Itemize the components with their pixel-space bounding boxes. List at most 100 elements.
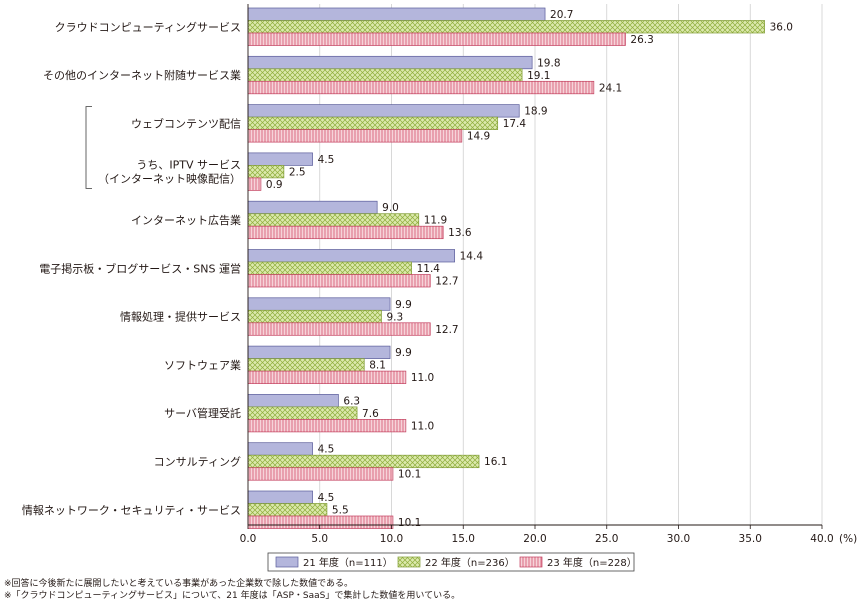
category-label: （インターネット映像配信） bbox=[98, 173, 241, 186]
value-label: 13.6 bbox=[448, 227, 472, 239]
legend-swatch bbox=[397, 556, 421, 568]
value-label: 0.9 bbox=[266, 179, 283, 191]
bar bbox=[247, 68, 523, 82]
bar bbox=[247, 213, 420, 227]
value-label: 18.9 bbox=[524, 106, 547, 118]
value-label: 19.8 bbox=[537, 57, 560, 69]
x-tick-label: 0.0 bbox=[240, 533, 257, 545]
footnote-1: ※回答に今後新たに展開したいと考えている事業があった企業数で除した数値である。 bbox=[4, 579, 354, 589]
bar bbox=[247, 297, 391, 311]
footnote-2: ※「クラウドコンピューティングサービス」について、21 年度は「ASP・SaaS… bbox=[4, 591, 461, 601]
bar bbox=[247, 442, 313, 456]
x-tick-label: 35.0 bbox=[739, 533, 762, 545]
value-label: 11.0 bbox=[411, 372, 434, 384]
bar bbox=[247, 165, 285, 179]
bar bbox=[247, 261, 412, 275]
bar bbox=[247, 7, 546, 21]
value-label: 6.3 bbox=[343, 395, 360, 407]
value-label: 10.1 bbox=[398, 469, 421, 481]
category-label: ソフトウェア業 bbox=[164, 359, 241, 372]
bar bbox=[247, 129, 463, 143]
legend-box bbox=[267, 552, 635, 572]
bar bbox=[247, 322, 431, 336]
category-labels: クラウドコンピューティングサービスその他のインターネット附随サービス業ウェブコン… bbox=[22, 20, 241, 517]
category-label: クラウドコンピューティングサービス bbox=[55, 20, 241, 34]
value-label: 5.5 bbox=[332, 505, 349, 517]
legend-label: 21 年度（n=111） bbox=[303, 556, 393, 569]
bar bbox=[247, 370, 407, 384]
bar bbox=[247, 503, 328, 517]
category-label: サーバ管理受託 bbox=[164, 406, 241, 420]
bar bbox=[247, 225, 444, 240]
legend: 21 年度（n=111） 22 年度（n=236） 23 年度（n=228） bbox=[267, 552, 637, 572]
legend-label: 22 年度（n=236） bbox=[425, 556, 515, 569]
value-label: 9.3 bbox=[386, 311, 403, 323]
value-label: 9.9 bbox=[395, 299, 412, 311]
bar bbox=[247, 20, 765, 34]
bar bbox=[247, 454, 480, 469]
category-label: インターネット広告業 bbox=[131, 214, 241, 227]
category-label: 情報処理・提供サービス bbox=[120, 310, 241, 324]
bars: 20.7 36.0 26.3 19.819.1 24.1 18.917.4 14.9 4.5 2… bbox=[247, 7, 793, 529]
value-label: 14.9 bbox=[467, 131, 490, 143]
footnotes: ※回答に今後新たに展開したいと考えている事業があった企業数で除した数値である。 … bbox=[4, 578, 460, 602]
bar bbox=[247, 345, 391, 359]
bar bbox=[247, 55, 533, 70]
value-label: 9.0 bbox=[382, 202, 399, 214]
x-tick-label: 40.0 bbox=[810, 533, 833, 545]
bar bbox=[247, 104, 520, 118]
bar bbox=[247, 358, 365, 372]
bar bbox=[247, 274, 431, 288]
category-label: ウェブコンテンツ配信 bbox=[131, 116, 241, 130]
value-label: 8.1 bbox=[369, 360, 386, 372]
value-label: 36.0 bbox=[770, 22, 793, 34]
x-tick-label: 25.0 bbox=[595, 533, 618, 545]
value-label: 4.5 bbox=[318, 444, 335, 456]
category-bracket bbox=[85, 106, 92, 189]
value-label: 11.0 bbox=[411, 420, 434, 432]
bar bbox=[247, 490, 313, 504]
bar bbox=[247, 32, 626, 46]
category-label: コンサルティング bbox=[154, 454, 241, 468]
x-tick-label: 5.0 bbox=[311, 533, 328, 545]
x-axis: 0.0 5.0 10.0 15.0 20.0 25.0 30.0 35.0 40.0 (%) bbox=[240, 4, 857, 545]
value-label: 9.9 bbox=[395, 347, 412, 359]
category-label: 情報ネットワーク・セキュリティ・サービス bbox=[22, 504, 241, 517]
value-label: 4.5 bbox=[318, 492, 335, 504]
bar bbox=[247, 80, 595, 95]
legend-label: 23 年度（n=228） bbox=[547, 556, 637, 569]
x-tick-label: 30.0 bbox=[667, 533, 690, 545]
value-label: 12.7 bbox=[435, 324, 458, 336]
x-tick-label: 10.0 bbox=[380, 533, 403, 545]
value-label: 11.9 bbox=[424, 215, 447, 227]
bar bbox=[247, 515, 394, 529]
value-label: 16.1 bbox=[484, 456, 507, 468]
x-tick-label: 20.0 bbox=[523, 533, 546, 545]
bar bbox=[247, 406, 358, 420]
value-label: 7.6 bbox=[362, 408, 379, 420]
value-label: 17.4 bbox=[503, 118, 527, 130]
legend-swatch bbox=[275, 556, 299, 568]
category-label: 電子掲示板・ブログサービス・SNS 運営 bbox=[39, 261, 241, 275]
bar bbox=[247, 116, 499, 130]
value-label: 12.7 bbox=[435, 276, 458, 288]
x-tick-label: 15.0 bbox=[452, 533, 475, 545]
bar bbox=[247, 467, 394, 481]
value-label: 24.1 bbox=[599, 82, 622, 94]
x-axis-unit: (%) bbox=[839, 533, 857, 545]
category-label: うち、IPTV サービス bbox=[136, 159, 241, 172]
category-label: その他のインターネット附随サービス業 bbox=[43, 68, 241, 82]
value-label: 26.3 bbox=[630, 34, 653, 46]
bar bbox=[247, 309, 382, 324]
bar bbox=[247, 419, 407, 433]
value-label: 2.5 bbox=[289, 166, 306, 178]
bar bbox=[247, 177, 262, 191]
value-label: 14.4 bbox=[460, 251, 484, 263]
bar bbox=[247, 200, 378, 215]
bar bbox=[247, 152, 313, 166]
bar bbox=[247, 394, 339, 408]
legend-swatch bbox=[519, 556, 543, 568]
value-label: 11.4 bbox=[417, 263, 441, 275]
value-label: 19.1 bbox=[527, 70, 550, 82]
